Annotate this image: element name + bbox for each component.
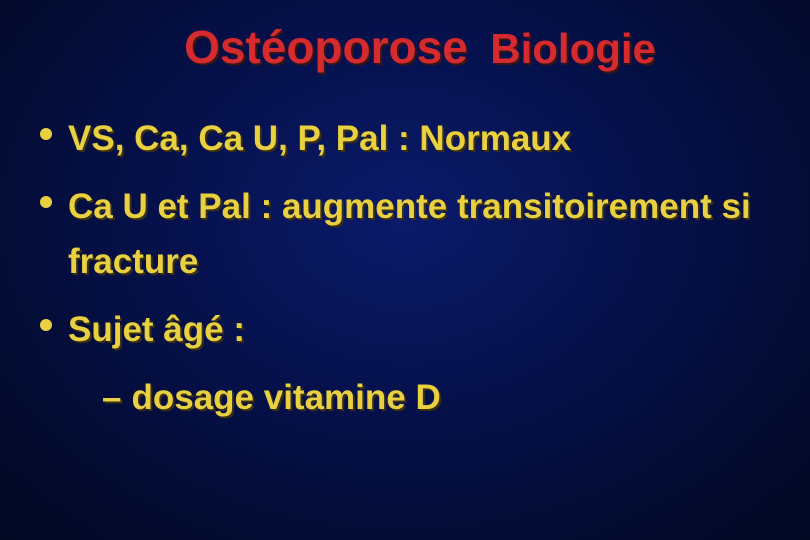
bullet-dot-icon: [40, 319, 52, 331]
bullet-dot-icon: [40, 196, 52, 208]
slide: Ostéoporose Biologie VS, Ca, Ca U, P, Pa…: [0, 0, 810, 540]
bullet-list: VS, Ca, Ca U, P, Pal : Normaux Ca U et P…: [30, 112, 780, 425]
bullet-item: Ca U et Pal : augmente transitoirement s…: [40, 180, 780, 289]
bullet-dot-icon: [40, 128, 52, 140]
bullet-item: Sujet âgé :: [40, 303, 780, 357]
bullet-text: Sujet âgé :: [68, 303, 245, 357]
sub-item: – dosage vitamine D: [40, 371, 780, 425]
bullet-text: Ca U et Pal : augmente transitoirement s…: [68, 180, 780, 289]
bullet-text: VS, Ca, Ca U, P, Pal : Normaux: [68, 112, 571, 166]
title-sub: Biologie: [490, 25, 656, 72]
sub-text: dosage vitamine D: [131, 371, 440, 425]
title-main: Ostéoporose: [184, 21, 468, 73]
dash-icon: –: [102, 371, 121, 425]
title-row: Ostéoporose Biologie: [30, 20, 780, 74]
bullet-item: VS, Ca, Ca U, P, Pal : Normaux: [40, 112, 780, 166]
